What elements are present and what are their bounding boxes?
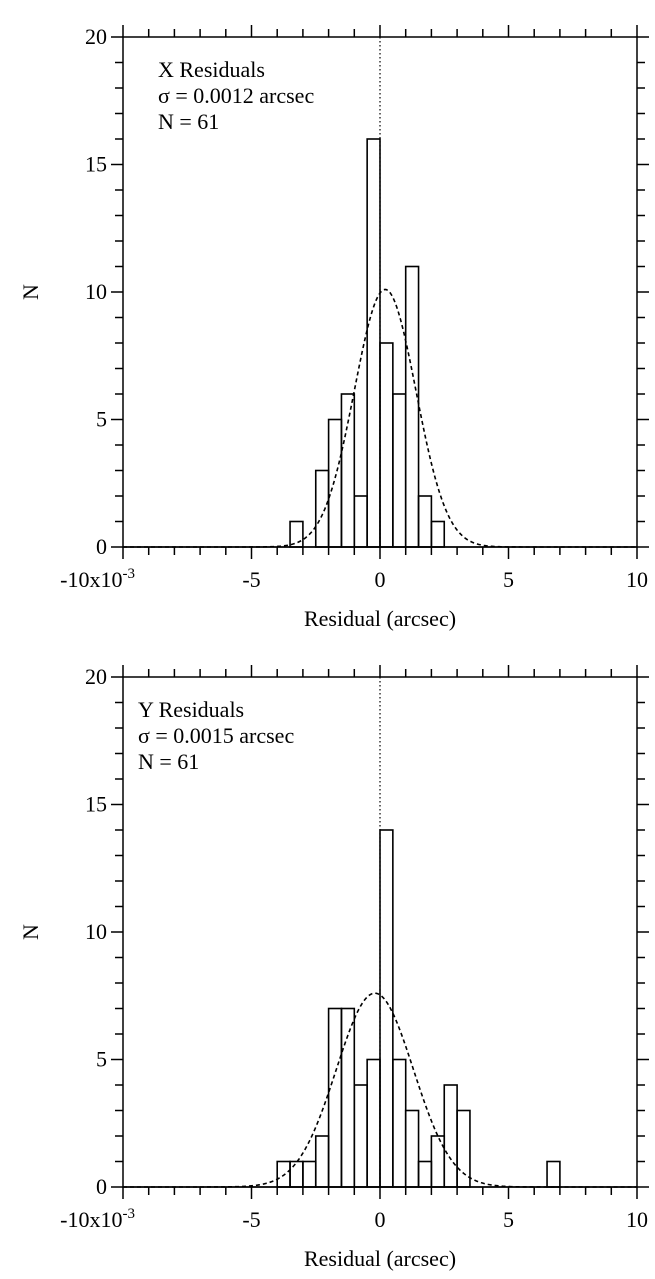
x-tick-label: -10x10-3 [60,566,135,592]
y-tick-label: 0 [96,534,107,559]
histogram-bar [392,393,407,548]
histogram-bar [404,265,420,548]
y-tick-label: 20 [85,664,107,689]
y-tick-label: 20 [85,24,107,49]
x-axis-title: Residual (arcsec) [304,1246,456,1271]
histogram-bar [314,469,330,548]
gaussian-fit-curve [123,288,637,548]
histogram-bar [353,1084,368,1188]
histogram-bar [430,520,446,548]
x-tick-label: -5 [242,1207,260,1232]
y-axis-title: N [18,284,43,300]
histogram-bar [302,1160,317,1188]
x-tick-label: 5 [503,1207,514,1232]
histogram-bar [366,138,381,548]
y-tick-label: 15 [85,792,107,817]
histogram-bar [443,1084,458,1188]
y-tick-label: 15 [85,152,107,177]
histogram-bar [430,1135,446,1188]
annotation-line-3: N = 61 [138,749,199,774]
histogram-bar [417,495,433,548]
histogram-panel-1: 0 5 10 15 20 -10x10-3 -5 0 5 10 Residual (arcsec) N… [18,24,649,631]
histogram-bar [340,393,356,548]
histogram-bar [289,1160,304,1188]
x-tick-label: 0 [375,567,386,592]
histogram-bar [327,1007,343,1188]
histogram-panel-2: 0 5 10 15 20 -10x10-3 -5 0 5 10 Residual (arcsec) N… [18,664,649,1271]
annotation-line-2: σ = 0.0012 arcsec [158,83,314,108]
y-axis-title: N [18,924,43,940]
histogram-bar [379,342,394,548]
histogram-bar [404,1109,420,1188]
gaussian-fit-curve [123,992,637,1188]
histogram-bar [456,1109,471,1188]
histogram-bar [353,495,368,548]
y-tick-label: 10 [85,919,107,944]
x-tick-label: 5 [503,567,514,592]
histogram-bar [546,1160,561,1188]
x-tick-label: 0 [375,1207,386,1232]
histogram-bar [417,1160,433,1188]
x-tick-label: 10 [626,567,648,592]
annotation-line-3: N = 61 [158,109,219,134]
annotation-line-2: σ = 0.0015 arcsec [138,723,294,748]
x-axis-title: Residual (arcsec) [304,606,456,631]
histogram-bar [366,1058,381,1188]
annotation-line-1: X Residuals [158,57,265,82]
annotation-line-1: Y Residuals [138,697,244,722]
y-tick-label: 5 [96,1047,107,1072]
x-tick-label: 10 [626,1207,648,1232]
histogram-bar [392,1058,407,1188]
histogram-bar [314,1135,330,1188]
histogram-bar [327,418,343,548]
histogram-bar [289,520,304,548]
y-tick-label: 10 [85,279,107,304]
x-tick-label: -10x10-3 [60,1206,135,1232]
y-tick-label: 0 [96,1174,107,1199]
y-tick-label: 5 [96,407,107,432]
x-tick-label: -5 [242,567,260,592]
